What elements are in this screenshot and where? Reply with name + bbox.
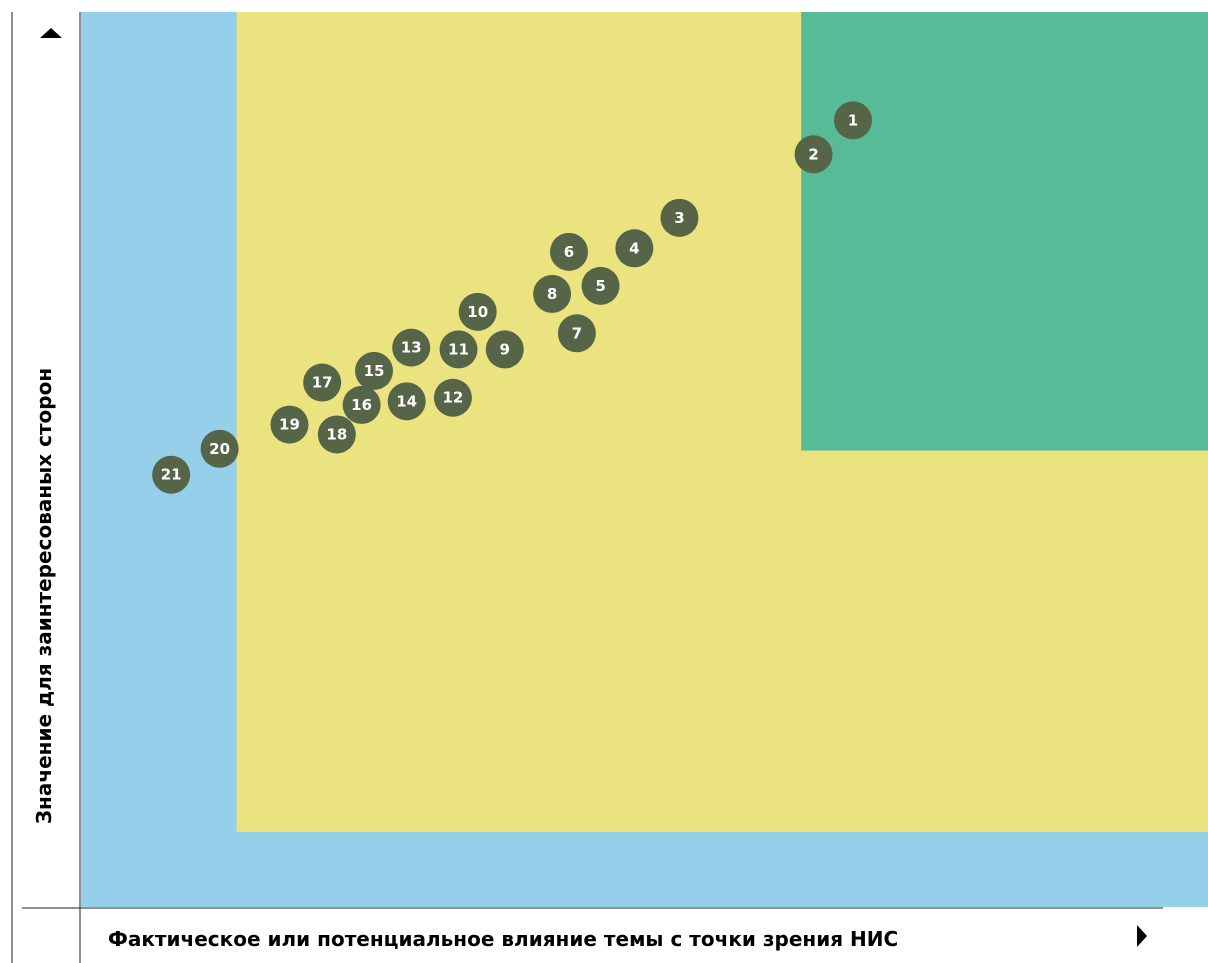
point-12: 12 [433, 378, 472, 417]
point-5: 5 [581, 266, 620, 305]
point-marker [660, 198, 699, 237]
zone-high [801, 12, 1208, 451]
x-axis-arrow-icon [1137, 925, 1147, 947]
point-10: 10 [458, 292, 497, 331]
point-marker [152, 455, 191, 494]
point-label: 14 [396, 392, 417, 410]
point-label: 19 [279, 416, 300, 434]
point-8: 8 [533, 274, 572, 313]
point-19: 19 [270, 405, 309, 444]
point-6: 6 [549, 232, 588, 271]
point-marker [557, 314, 596, 353]
point-label: 5 [595, 277, 605, 295]
point-marker [392, 328, 431, 367]
point-label: 20 [209, 440, 230, 458]
point-marker [200, 429, 239, 468]
point-14: 14 [387, 382, 426, 421]
point-4: 4 [615, 229, 654, 268]
point-marker [615, 229, 654, 268]
point-18: 18 [317, 415, 356, 454]
point-marker [355, 351, 394, 390]
point-label: 16 [351, 396, 372, 414]
point-label: 9 [500, 340, 510, 358]
point-label: 18 [326, 425, 347, 443]
point-label: 2 [808, 145, 818, 163]
point-label: 10 [467, 303, 488, 321]
y-axis-label: Значение для заинтересованых сторон [32, 368, 56, 824]
point-7: 7 [557, 314, 596, 353]
point-3: 3 [660, 198, 699, 237]
point-marker [794, 135, 833, 174]
point-21: 21 [152, 455, 191, 494]
point-label: 17 [312, 374, 333, 392]
point-marker [581, 266, 620, 305]
point-label: 4 [629, 239, 639, 257]
point-label: 6 [564, 243, 574, 261]
zones-layer [81, 12, 1208, 907]
point-label: 1 [848, 111, 858, 129]
point-marker [433, 378, 472, 417]
point-marker [342, 385, 381, 424]
point-17: 17 [303, 363, 342, 402]
point-15: 15 [355, 351, 394, 390]
point-label: 8 [547, 285, 557, 303]
y-axis-arrow-icon [40, 28, 62, 38]
point-16: 16 [342, 385, 381, 424]
point-label: 15 [364, 362, 385, 380]
point-1: 1 [833, 101, 872, 140]
point-marker [317, 415, 356, 454]
point-marker [549, 232, 588, 271]
point-label: 13 [401, 339, 422, 357]
point-marker [533, 274, 572, 313]
point-label: 12 [442, 389, 463, 407]
point-marker [303, 363, 342, 402]
point-20: 20 [200, 429, 239, 468]
point-marker [485, 330, 524, 369]
point-label: 11 [448, 340, 469, 358]
point-13: 13 [392, 328, 431, 367]
point-2: 2 [794, 135, 833, 174]
point-marker [833, 101, 872, 140]
point-label: 3 [674, 209, 684, 227]
point-label: 21 [161, 466, 182, 484]
x-axis-label: Фактическое или потенциальное влияние те… [108, 927, 898, 951]
point-11: 11 [439, 330, 478, 369]
point-marker [439, 330, 478, 369]
point-9: 9 [485, 330, 524, 369]
point-marker [387, 382, 426, 421]
point-label: 7 [572, 324, 582, 342]
point-marker [458, 292, 497, 331]
point-marker [270, 405, 309, 444]
